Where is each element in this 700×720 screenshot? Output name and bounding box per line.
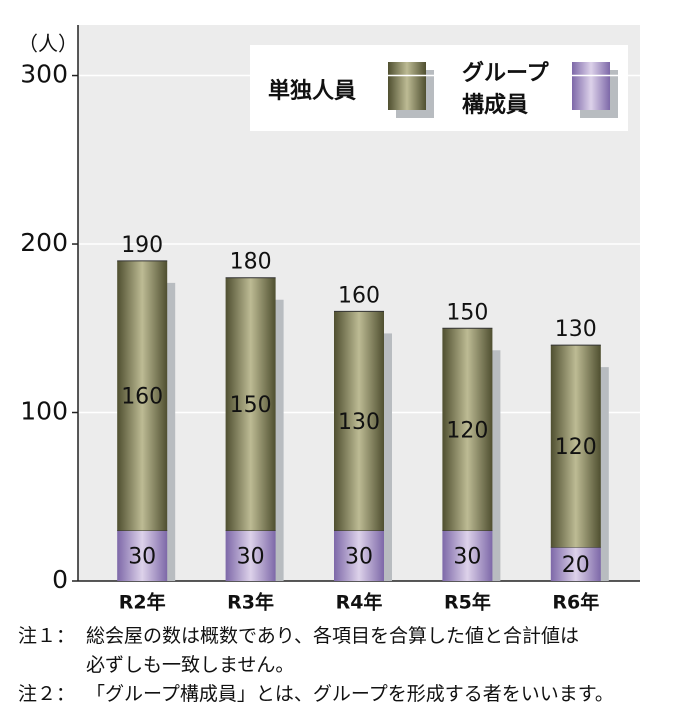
total-label: 130 — [555, 317, 597, 342]
segment-label: 20 — [562, 553, 590, 578]
bar-segment — [550, 547, 601, 581]
x-tick-label: R3年 — [227, 591, 274, 614]
y-tick-label: 100 — [20, 397, 68, 426]
note-line: 必ずしも一致しません。 — [86, 654, 295, 676]
y-tick-label: 300 — [20, 60, 68, 89]
segment-label: 160 — [121, 385, 163, 410]
note: 注１： 総会屋の数は概数であり、各項目を合算した値と合計値は 必ずしも一致しません。 — [18, 622, 614, 680]
bar-segment — [117, 530, 168, 581]
legend-box — [250, 45, 628, 131]
bar-segment — [334, 530, 384, 581]
segment-label: 150 — [230, 393, 272, 418]
legend-swatch — [388, 62, 426, 110]
x-tick-label: R6年 — [552, 591, 599, 614]
bar-segment — [442, 328, 493, 531]
segment-label: 30 — [345, 545, 373, 570]
notes: 注１： 総会屋の数は概数であり、各項目を合算した値と合計値は 必ずしも一致しません。… — [18, 622, 614, 709]
legend-label: グループ 構成員 — [462, 61, 549, 118]
note-label: 注１： — [18, 625, 76, 647]
total-label: 150 — [446, 300, 488, 325]
segment-label: 30 — [128, 545, 156, 570]
x-tick-label: R5年 — [444, 591, 491, 614]
total-label: 160 — [338, 283, 380, 308]
note-line: 総会屋の数は概数であり、各項目を合算した値と合計値は — [86, 625, 580, 647]
x-tick-label: R2年 — [119, 591, 166, 614]
segment-label: 30 — [453, 545, 481, 570]
note-line: 「グループ構成員」とは、グループを形成する者をいいます。 — [86, 683, 614, 705]
bar-segment — [225, 277, 276, 531]
y-tick-label: 0 — [52, 565, 68, 594]
segment-label: 30 — [237, 545, 265, 570]
y-tick-label: 200 — [20, 228, 68, 257]
total-label: 180 — [230, 250, 272, 275]
x-tick-label: R4年 — [336, 591, 383, 614]
note: 注２： 「グループ構成員」とは、グループを形成する者をいいます。 — [18, 680, 614, 709]
bar-segment — [225, 530, 276, 581]
bar-segment — [550, 345, 601, 548]
note-label: 注２： — [18, 683, 76, 705]
note-body: 総会屋の数は概数であり、各項目を合算した値と合計値は 必ずしも一致しません。 — [86, 622, 579, 680]
bar-segment — [334, 311, 384, 531]
segment-label: 120 — [555, 435, 597, 460]
chart: （人） 0 100 200 300 30 160 190 R2年 30 150 180 R3年 30 13… — [18, 25, 640, 614]
total-label: 190 — [121, 233, 163, 258]
note-body: 「グループ構成員」とは、グループを形成する者をいいます。 — [86, 680, 614, 709]
segment-label: 120 — [446, 418, 488, 443]
legend-label: 単独人員 — [268, 79, 357, 104]
legend-swatch — [572, 62, 610, 110]
bar-segment — [117, 260, 168, 531]
unit-label: （人） — [18, 32, 78, 56]
segment-label: 130 — [338, 410, 380, 435]
bar-segment — [442, 530, 493, 581]
